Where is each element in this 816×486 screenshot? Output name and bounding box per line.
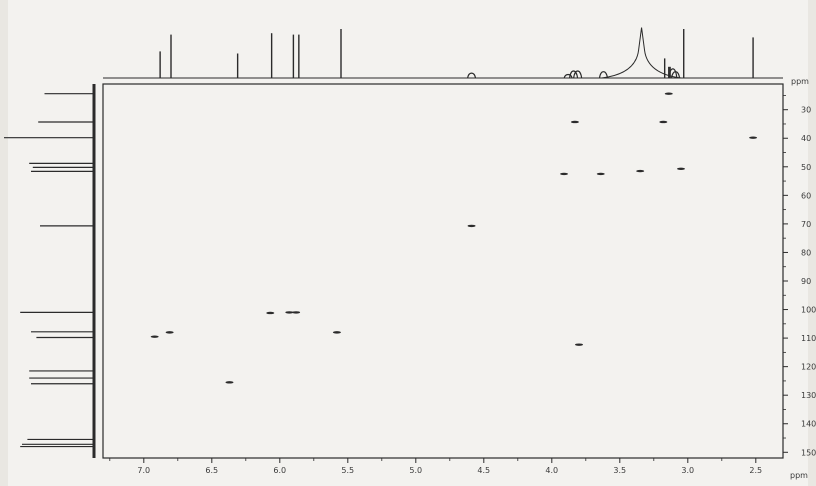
proton-peak [601, 27, 682, 79]
y-tick-label: 110 [801, 334, 816, 343]
x-tick-label: 6.0 [273, 466, 286, 475]
x-tick-label: 2.5 [749, 466, 762, 475]
x-tick-label: 4.0 [545, 466, 558, 475]
cross-peak [467, 224, 476, 228]
cross-peak [225, 381, 234, 384]
x-tick-label: 7.0 [137, 466, 150, 475]
proton-peak [598, 71, 609, 79]
carbon-1d-projection [4, 84, 96, 458]
proton-peak [670, 71, 681, 79]
y-tick-label: 140 [801, 420, 816, 429]
y-tick-label: 30 [801, 106, 811, 115]
x-tick-label: 5.0 [409, 466, 422, 475]
y-tick-label: 130 [801, 391, 816, 400]
cross-peak [636, 169, 645, 173]
cross-peak [664, 92, 673, 95]
proton-1d-projection [103, 27, 783, 79]
y-tick-label: 100 [801, 306, 816, 315]
cross-peak [150, 335, 159, 338]
plot-frame [102, 83, 784, 459]
cross-peak [560, 172, 569, 176]
proton-peak [563, 73, 573, 79]
cross-peak [749, 136, 758, 139]
cross-peak [570, 120, 579, 124]
x-tick-label: 6.5 [205, 466, 218, 475]
y-tick-label: 90 [801, 277, 811, 286]
cross-peak [165, 331, 174, 334]
y-tick-label: 40 [801, 134, 811, 143]
cross-peak [659, 120, 668, 124]
cross-peak [677, 167, 685, 170]
y-axis: 30 40 50 60 70 80 90 100 110 120 130 140 150 [783, 95, 816, 457]
proton-peak [568, 70, 579, 79]
proton-peak [668, 68, 678, 79]
y-axis-unit-label: ppm [791, 77, 809, 86]
x-tick-label: 4.5 [477, 466, 490, 475]
y-tick-label: 60 [801, 191, 811, 200]
x-tick-label: 3.5 [613, 466, 626, 475]
proton-peak [466, 72, 477, 79]
y-tick-label: 50 [801, 163, 811, 172]
y-tick-label: 150 [801, 448, 816, 457]
x-axis: 7.0 6.5 6.0 5.5 5.0 4.5 4.0 3.5 3.0 2.5 [109, 458, 762, 475]
y-tick-label: 70 [801, 220, 811, 229]
y-tick-label: 80 [801, 248, 811, 257]
y-tick-label: 120 [801, 363, 816, 372]
cross-peak [575, 343, 583, 346]
cross-peak [285, 311, 294, 314]
cross-peak [292, 311, 301, 314]
paper-sheet [8, 0, 808, 486]
cross-peak [266, 311, 275, 315]
correlation-peaks [150, 92, 758, 384]
proton-peak [573, 70, 583, 79]
cross-peak [596, 172, 605, 176]
x-tick-label: 3.0 [681, 466, 694, 475]
x-axis-unit-label: ppm [790, 471, 808, 480]
x-tick-label: 5.5 [341, 466, 354, 475]
cross-peak [332, 331, 341, 334]
